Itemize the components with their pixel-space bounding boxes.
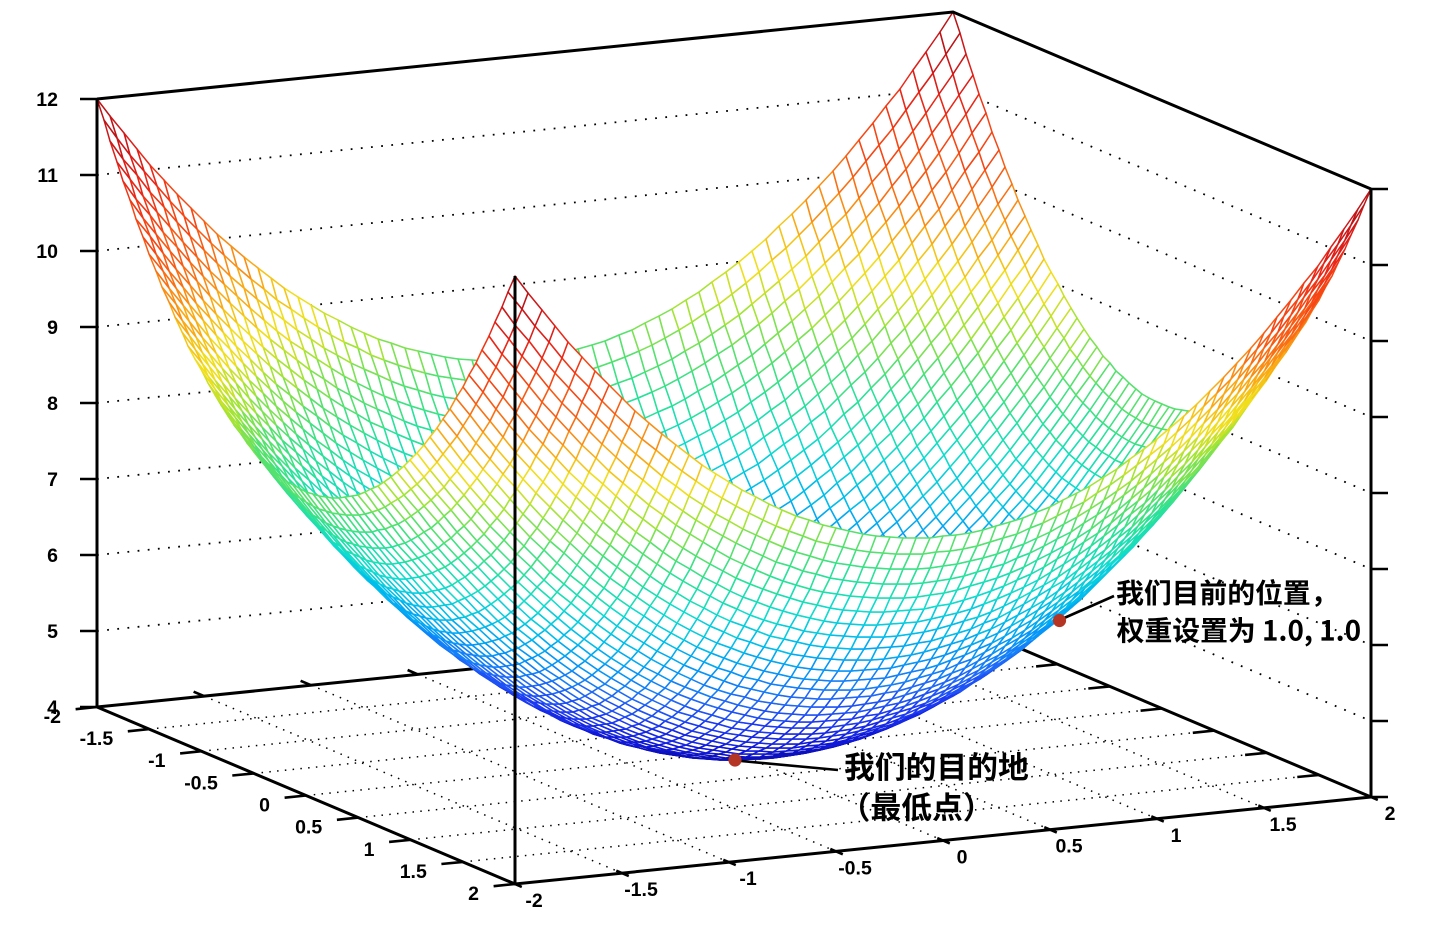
- svg-text:0.5: 0.5: [1055, 836, 1082, 858]
- svg-text:1: 1: [364, 839, 375, 861]
- svg-text:0: 0: [957, 847, 968, 869]
- svg-text:-0.5: -0.5: [184, 772, 218, 794]
- svg-text:-2: -2: [525, 890, 542, 912]
- svg-text:0: 0: [259, 795, 270, 817]
- svg-text:2: 2: [1385, 803, 1396, 825]
- svg-text:-2: -2: [44, 706, 61, 728]
- svg-text:0.5: 0.5: [295, 817, 322, 839]
- svg-text:5: 5: [47, 621, 58, 643]
- svg-text:2: 2: [468, 883, 479, 905]
- svg-text:1: 1: [1171, 825, 1182, 847]
- svg-text:-0.5: -0.5: [838, 857, 872, 879]
- svg-text:4: 4: [47, 697, 58, 719]
- svg-text:8: 8: [47, 393, 58, 415]
- svg-text:-1.5: -1.5: [80, 728, 114, 750]
- svg-text:7: 7: [47, 469, 58, 491]
- svg-text:-1: -1: [739, 868, 756, 890]
- svg-text:9: 9: [47, 317, 58, 339]
- svg-text:12: 12: [36, 89, 58, 111]
- svg-text:-1: -1: [148, 750, 165, 772]
- svg-text:10: 10: [36, 241, 58, 263]
- svg-text:6: 6: [47, 545, 58, 567]
- svg-text:11: 11: [37, 165, 58, 187]
- svg-text:-1.5: -1.5: [624, 879, 658, 901]
- svg-text:1.5: 1.5: [400, 861, 427, 883]
- svg-text:1.5: 1.5: [1269, 814, 1296, 836]
